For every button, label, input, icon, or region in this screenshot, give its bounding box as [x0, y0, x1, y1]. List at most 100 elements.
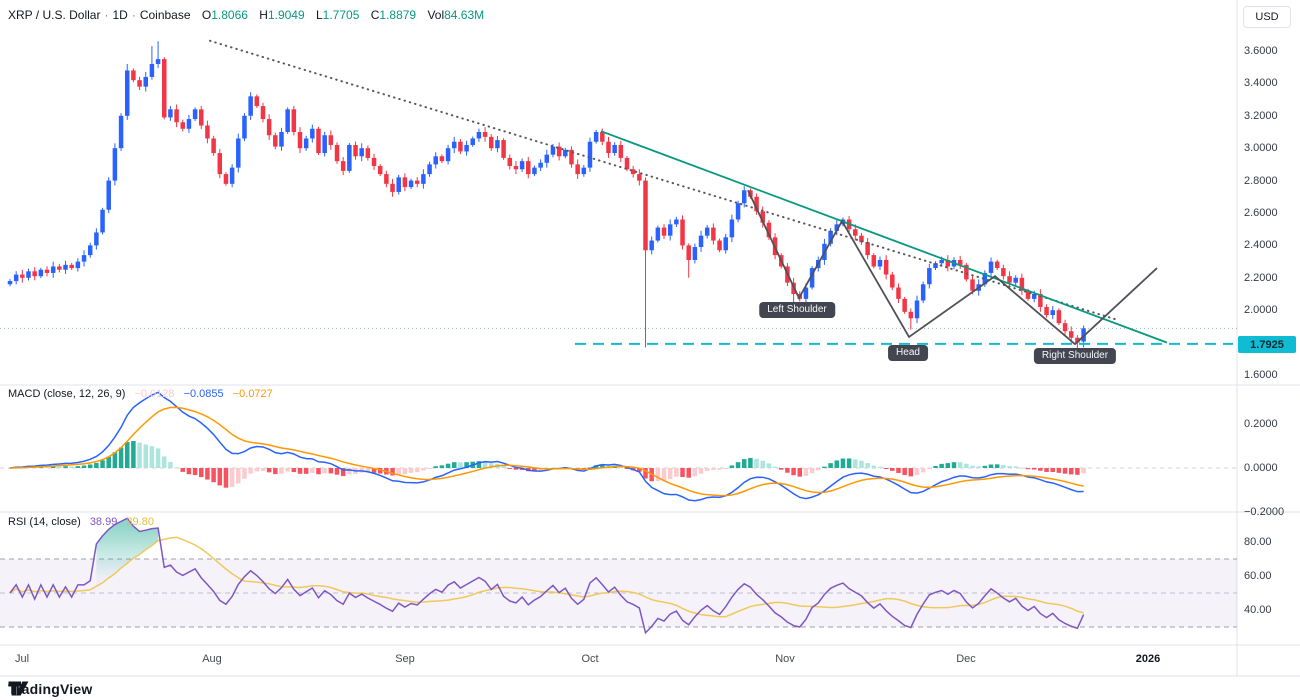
candle — [131, 68, 136, 83]
time-axis-label: Dec — [956, 653, 976, 665]
candle — [532, 165, 537, 177]
candle — [704, 224, 710, 239]
candle — [1001, 264, 1006, 280]
candle — [902, 296, 907, 314]
candle — [729, 214, 735, 243]
macd-histogram-bar — [174, 467, 179, 469]
candle — [445, 144, 451, 165]
rsi-tick: 60.00 — [1244, 570, 1272, 582]
candle — [630, 165, 636, 178]
candle — [735, 200, 741, 223]
price-tick: 3.4000 — [1244, 77, 1278, 90]
macd-histogram-bar — [532, 468, 537, 472]
candle — [544, 149, 550, 168]
rsi-title[interactable]: RSI (14, close) — [8, 516, 81, 528]
low-value: 1.7705 — [322, 8, 360, 22]
rsi-overbought-fill — [96, 518, 159, 587]
macd-histogram-bar — [680, 468, 685, 477]
candle — [94, 228, 99, 250]
candle — [124, 63, 130, 120]
tradingview-logo[interactable]: TradingView — [8, 681, 92, 697]
candle — [421, 169, 426, 189]
main-price-pane[interactable] — [0, 39, 1237, 350]
dotted-trendline[interactable] — [209, 39, 1116, 321]
macd-histogram-bar — [791, 468, 796, 476]
candle — [353, 141, 358, 160]
head-shoulders-pattern-line[interactable] — [747, 189, 1158, 346]
candle — [741, 186, 747, 208]
candle — [285, 107, 290, 134]
price-tick: 2.6000 — [1244, 207, 1278, 219]
candle — [711, 223, 716, 245]
candle — [303, 135, 309, 151]
rsi-line — [9, 517, 1085, 635]
candle — [476, 128, 482, 142]
candle — [507, 154, 513, 170]
macd-histogram-bar — [87, 464, 93, 468]
price-tick: 3.0000 — [1244, 142, 1278, 155]
candle — [192, 107, 198, 121]
macd-histogram-bar — [927, 468, 932, 469]
candle — [988, 257, 994, 278]
macd-histogram-bar — [871, 465, 877, 468]
candle — [556, 142, 562, 161]
candle — [563, 147, 568, 159]
macd-title[interactable]: MACD (close, 12, 26, 9) — [8, 388, 126, 400]
candle — [371, 153, 377, 171]
currency-button[interactable]: USD — [1243, 6, 1291, 28]
candle — [692, 243, 698, 264]
exchange-label[interactable]: Coinbase — [139, 8, 191, 22]
candle — [50, 261, 56, 278]
symbol-title[interactable]: XRP / U.S. Dollar — [8, 8, 101, 22]
macd-histogram-bar — [908, 468, 914, 477]
candle — [1050, 306, 1055, 320]
macd-histogram-bar — [408, 468, 414, 473]
candle — [168, 105, 173, 121]
candle — [686, 243, 691, 278]
interval-label[interactable]: 1D — [112, 8, 128, 22]
macd-histogram-bar — [1013, 466, 1018, 468]
macd-histogram-bar — [667, 468, 673, 480]
macd-histogram-bar — [754, 458, 759, 468]
candle — [575, 159, 580, 179]
candle — [26, 268, 31, 281]
head-label[interactable]: Head — [888, 345, 928, 361]
macd-histogram-bar — [137, 442, 142, 468]
rsi-pane[interactable] — [0, 517, 1237, 635]
macd-histogram-bar — [7, 468, 13, 469]
descending-trendline[interactable] — [600, 130, 1168, 344]
candle — [1038, 289, 1043, 312]
price-tick: 2.0000 — [1244, 304, 1278, 317]
macd-histogram-bar — [340, 468, 346, 477]
macd-pane[interactable] — [0, 391, 1237, 502]
macd-legend[interactable]: MACD (close, 12, 26, 9) −0.0128 −0.0855 … — [8, 388, 273, 400]
left-shoulder-label[interactable]: Left Shoulder — [759, 302, 835, 318]
candle — [717, 238, 722, 253]
macd-histogram-bar — [840, 458, 846, 468]
macd-histogram-bar — [124, 442, 130, 468]
macd-histogram-bar — [797, 468, 803, 477]
candle — [581, 164, 587, 177]
macd-histogram-bar — [371, 468, 377, 473]
macd-histogram-bar — [254, 468, 260, 472]
macd-histogram-bar — [994, 464, 1000, 468]
macd-histogram-bar — [69, 466, 74, 468]
candle — [149, 46, 155, 80]
candle — [7, 279, 13, 287]
close-value: 1.8879 — [379, 8, 417, 22]
macd-histogram-bar — [877, 466, 883, 468]
macd-histogram-bar — [217, 468, 223, 486]
candle — [75, 258, 81, 272]
right-shoulder-label[interactable]: Right Shoulder — [1033, 348, 1117, 364]
symbol-legend[interactable]: XRP / U.S. Dollar · 1D · Coinbase O1.8066 H1… — [8, 8, 484, 22]
candle — [933, 261, 938, 271]
rsi-value: 38.99 — [89, 516, 118, 528]
rsi-legend[interactable]: RSI (14, close) 38.99 39.80 — [8, 516, 154, 528]
macd-histogram-bar — [44, 466, 50, 468]
candle — [896, 283, 901, 303]
candle — [661, 224, 667, 240]
time-axis-label: Nov — [775, 653, 795, 665]
macd-histogram-bar — [112, 452, 118, 468]
macd-histogram-bar — [149, 446, 155, 468]
